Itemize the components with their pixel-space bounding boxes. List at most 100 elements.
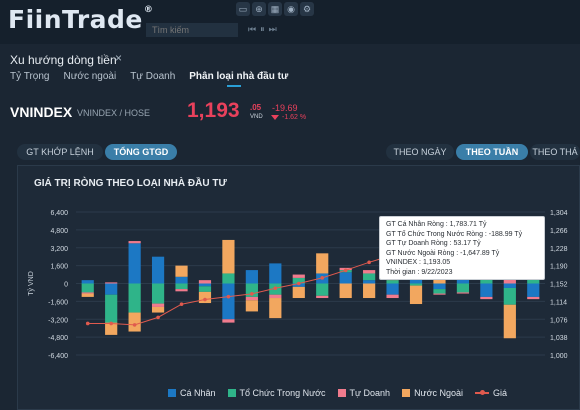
down-arrow-icon bbox=[271, 115, 279, 120]
bar-ca_nhan bbox=[363, 280, 376, 284]
bar-tu_doanh bbox=[222, 319, 235, 323]
bar-to_chuc bbox=[292, 277, 305, 284]
ticker-price-unit: VND bbox=[250, 114, 263, 120]
zoom-icon[interactable]: ⊕ bbox=[252, 2, 266, 16]
close-icon[interactable]: × bbox=[115, 51, 123, 65]
price-point bbox=[273, 286, 278, 291]
bar-tu_doanh bbox=[433, 293, 446, 295]
skip-back-icon[interactable]: ⏮ bbox=[248, 24, 257, 34]
bar-to_chuc bbox=[222, 273, 235, 284]
legend-nuoc-ngoai[interactable]: Nước Ngoài bbox=[402, 388, 463, 398]
record-icon[interactable]: ◉ bbox=[284, 2, 298, 16]
y2-tick-label: 1,038 bbox=[550, 335, 568, 342]
bar-to_chuc bbox=[433, 289, 446, 294]
window-icon[interactable]: ▭ bbox=[236, 2, 250, 16]
fiintrade-logo[interactable]: FiinTrade® bbox=[8, 5, 154, 34]
y2-tick-label: 1,304 bbox=[550, 210, 568, 217]
bar-to_chuc bbox=[198, 286, 212, 292]
y-tick-label: -3,200 bbox=[48, 317, 68, 324]
price-point bbox=[109, 321, 113, 326]
filter-theo-tuan[interactable]: THEO TUẦN bbox=[456, 144, 528, 160]
bar-ca_nhan bbox=[527, 283, 540, 297]
bar-ca_nhan bbox=[386, 283, 399, 295]
skip-forward-icon[interactable]: ⏭ bbox=[268, 24, 277, 34]
toolbar: ▭ ⊕ ▦ ◉ ⚙ bbox=[236, 2, 314, 16]
ticker-change: -19.69 bbox=[272, 103, 298, 113]
bar-ca_nhan bbox=[81, 280, 94, 284]
calendar-icon[interactable]: ▦ bbox=[268, 2, 282, 16]
y2-tick-label: 1,114 bbox=[550, 299, 567, 306]
tooltip-line: GT Tự Doanh Ròng : 53.17 Tỷ bbox=[386, 240, 481, 248]
bar-to_chuc bbox=[81, 283, 94, 293]
price-point bbox=[343, 268, 348, 273]
y-tick-label: -1,600 bbox=[48, 299, 68, 306]
bar-tu_doanh bbox=[316, 295, 329, 299]
chart-tooltip: GT Cá Nhân Ròng : 1,783.71 Tỷ GT Tổ Chức… bbox=[379, 216, 545, 280]
bar-ca_nhan bbox=[339, 272, 352, 284]
price-point bbox=[179, 302, 184, 306]
price-point bbox=[296, 281, 301, 286]
bar-ca_nhan bbox=[433, 283, 446, 290]
filter-tong-gtgd[interactable]: TỔNG GTGD bbox=[105, 144, 177, 160]
bar-ca_nhan bbox=[151, 256, 165, 284]
filter-theo-thang[interactable]: THEO THÁ bbox=[530, 144, 580, 160]
legend-ca-nhan[interactable]: Cá Nhân bbox=[168, 388, 216, 398]
bar-ca_nhan bbox=[480, 283, 493, 297]
bar-nuoc_ngoai bbox=[151, 306, 165, 313]
legend-gia[interactable]: Giá bbox=[475, 388, 507, 398]
price-point bbox=[367, 260, 371, 265]
y2-tick-label: 1,228 bbox=[550, 246, 568, 253]
bar-nuoc_ngoai bbox=[503, 304, 516, 339]
bar-nuoc_ngoai bbox=[292, 286, 305, 299]
bar-to_chuc bbox=[175, 283, 188, 290]
bar-to_chuc bbox=[128, 283, 141, 313]
bar-tu_doanh bbox=[151, 303, 165, 307]
bar-tu_doanh bbox=[456, 292, 470, 294]
bar-tu_doanh bbox=[269, 294, 282, 299]
bar-nuoc_ngoai bbox=[409, 285, 423, 305]
tab-nuoc-ngoai[interactable]: Nước ngoài bbox=[63, 71, 117, 82]
bar-to_chuc bbox=[409, 283, 423, 286]
bar-ca_nhan bbox=[503, 283, 516, 288]
bar-tu_doanh bbox=[503, 279, 516, 284]
price-point bbox=[226, 294, 231, 299]
bar-nuoc_ngoai bbox=[81, 293, 94, 297]
y2-tick-label: 1,190 bbox=[550, 264, 568, 271]
legend-tu-doanh[interactable]: Tự Doanh bbox=[337, 388, 390, 398]
tooltip-line: GT Cá Nhân Ròng : 1,783.71 Tỷ bbox=[386, 221, 487, 228]
bar-tu_doanh bbox=[105, 282, 118, 284]
price-point bbox=[132, 323, 137, 327]
price-point bbox=[156, 315, 160, 320]
tooltip-line: GT Tổ Chức Trong Nước Ròng : -188.99 Tỷ bbox=[386, 230, 523, 238]
ticker-symbol: VNINDEX bbox=[10, 104, 73, 120]
bar-ca_nhan bbox=[198, 283, 212, 287]
bar-tu_doanh bbox=[363, 270, 376, 274]
bar-tu_doanh bbox=[292, 274, 305, 278]
ticker-price-decimal: .05 bbox=[250, 103, 262, 112]
y-tick-label: 3,200 bbox=[50, 246, 68, 253]
tab-phan-loai-nha-dau-tu[interactable]: Phân loại nhà đầu tư bbox=[189, 71, 289, 87]
bar-tu_doanh bbox=[527, 296, 540, 300]
y-tick-label: -4,800 bbox=[48, 335, 68, 342]
legend-to-chuc[interactable]: Tổ Chức Trong Nước bbox=[227, 388, 326, 398]
y-tick-label: 1,600 bbox=[50, 264, 68, 271]
bar-tu_doanh bbox=[81, 292, 94, 294]
filter-theo-ngay[interactable]: THEO NGÀY bbox=[386, 144, 454, 160]
settings-icon[interactable]: ⚙ bbox=[300, 2, 314, 16]
bar-ca_nhan bbox=[456, 276, 470, 284]
search-input[interactable] bbox=[146, 23, 238, 37]
bar-to_chuc bbox=[316, 283, 329, 296]
pause-icon[interactable]: ⏸ bbox=[260, 24, 265, 34]
bar-ca_nhan bbox=[175, 276, 188, 284]
filter-gt-khop-lenh[interactable]: GT KHỚP LỆNH bbox=[17, 144, 103, 160]
y2-tick-label: 1,076 bbox=[550, 317, 568, 324]
bar-tu_doanh bbox=[175, 289, 188, 292]
tab-tu-doanh[interactable]: Tự Doanh bbox=[130, 71, 176, 82]
bar-nuoc_ngoai bbox=[339, 283, 352, 299]
bar-nuoc_ngoai bbox=[105, 322, 118, 335]
bar-ca_nhan bbox=[245, 270, 258, 284]
y-axis-label: Tỷ VND bbox=[28, 271, 35, 296]
bar-nuoc_ngoai bbox=[316, 253, 329, 274]
chart-title: GIÁ TRỊ RÒNG THEO LOẠI NHÀ ĐẦU TƯ bbox=[34, 178, 227, 189]
tab-ty-trong[interactable]: Tỷ Trọng bbox=[10, 71, 50, 82]
